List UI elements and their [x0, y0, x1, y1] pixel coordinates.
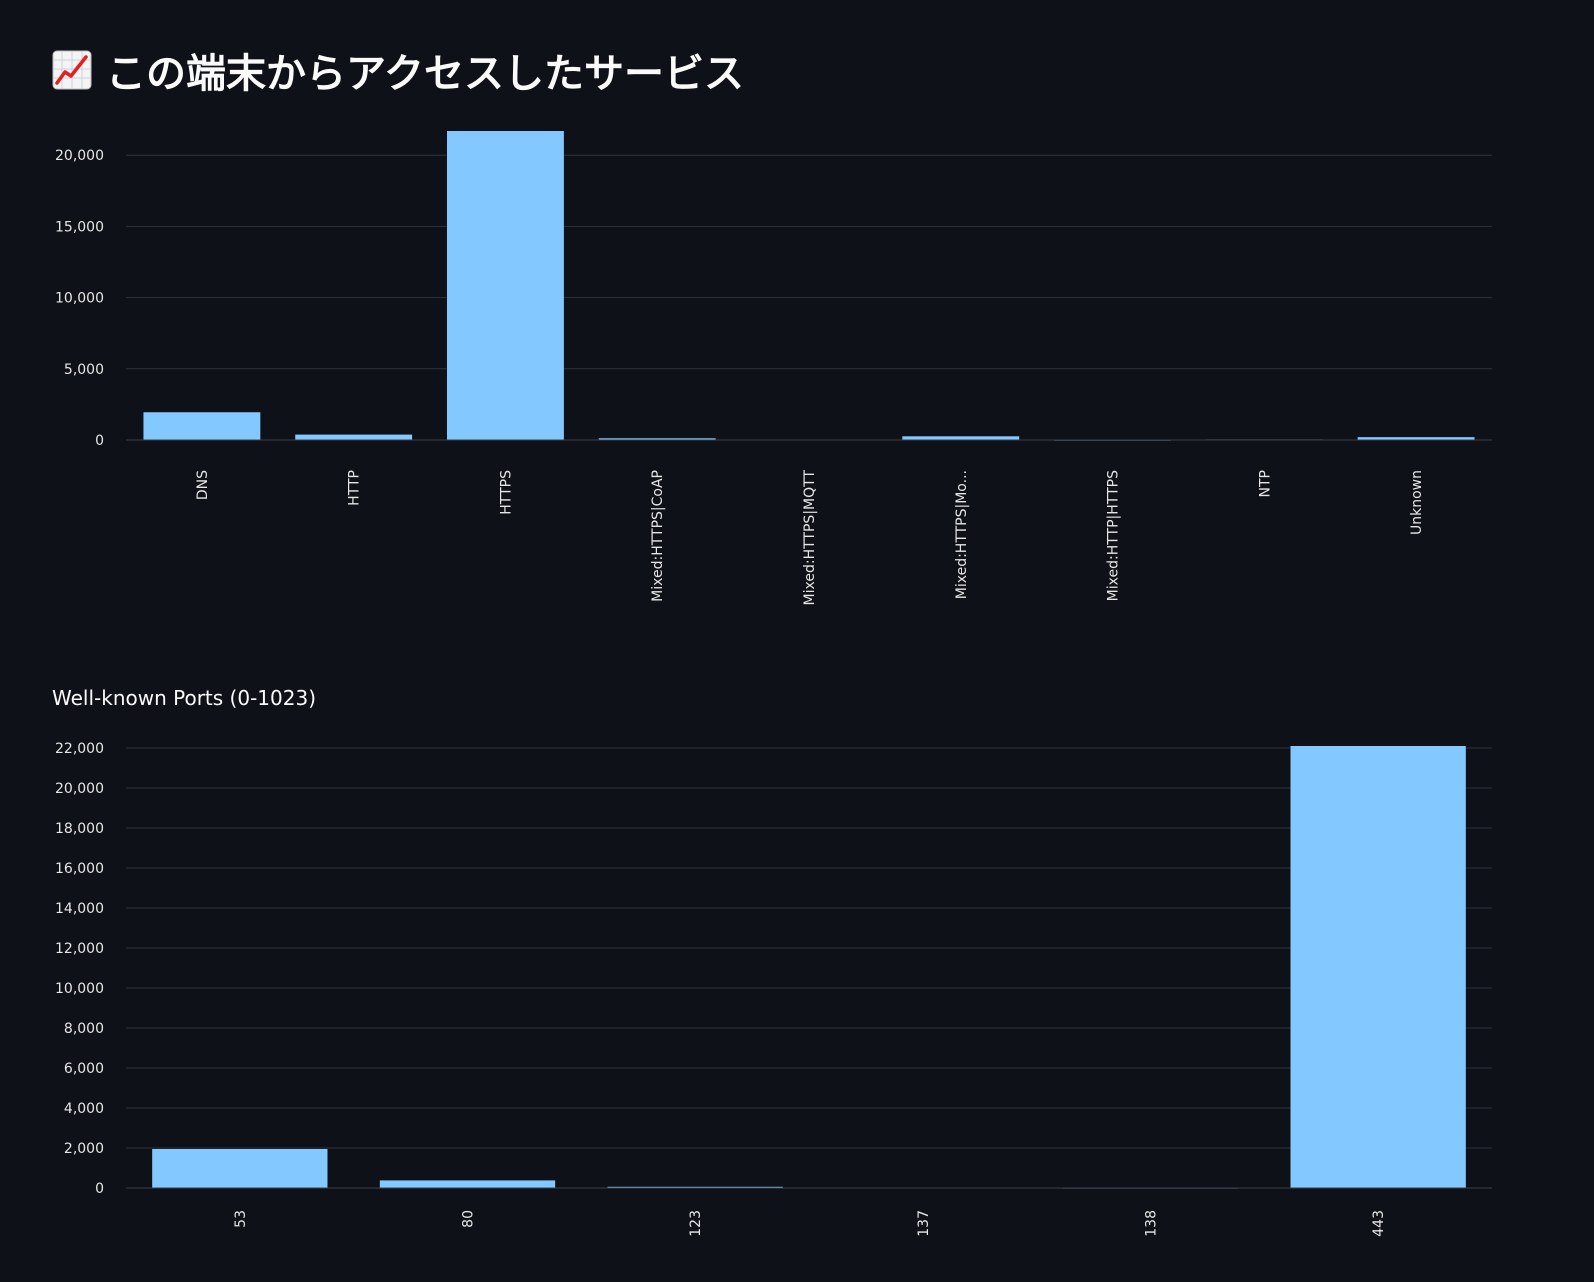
x-tick-label: 53 [233, 1210, 249, 1228]
bar[interactable] [1357, 437, 1475, 440]
y-tick-label: 18,000 [55, 821, 104, 837]
x-tick-label: 138 [1144, 1210, 1160, 1237]
bar[interactable] [379, 1180, 556, 1188]
x-tick-label: Mixed:HTTPS|MQTT [802, 470, 818, 606]
bar[interactable] [1290, 746, 1466, 1188]
y-tick-label: 12,000 [55, 941, 104, 957]
x-tick-label: HTTPS [498, 470, 514, 515]
services-bar-chart: 0 5,000 10,000 15,000 20,000 DNS HTTP HTTPS Mixe… [55, 131, 1492, 606]
x-tick-label: 443 [1371, 1210, 1387, 1237]
x-tick-label: 80 [461, 1210, 477, 1228]
x-tick-label: 137 [916, 1210, 932, 1237]
x-tick-label: 123 [688, 1210, 704, 1237]
y-tick-label: 0 [95, 433, 104, 449]
y-tick-label: 4,000 [64, 1101, 104, 1117]
y-tick-label: 15,000 [55, 219, 104, 235]
bar[interactable] [143, 412, 261, 440]
y-tick-label: 16,000 [55, 861, 104, 877]
x-tick-label: DNS [195, 470, 211, 500]
y-tick-label: 20,000 [55, 148, 104, 164]
y-tick-label: 10,000 [55, 981, 104, 997]
ports-chart-title: Well-known Ports (0-1023) [52, 686, 316, 710]
well-known-ports-bar-chart: 0 2,000 4,000 6,000 8,000 10,000 12,000 14,000 1… [55, 741, 1492, 1237]
y-tick-label: 22,000 [55, 741, 104, 757]
bar[interactable] [607, 1186, 783, 1188]
bar[interactable] [447, 131, 564, 440]
y-tick-label: 2,000 [64, 1141, 104, 1157]
x-tick-label: Mixed:HTTPS|Mo... [954, 470, 970, 599]
bar[interactable] [152, 1149, 328, 1188]
y-tick-label: 6,000 [64, 1061, 104, 1077]
x-tick-label: HTTP [347, 470, 363, 506]
bar[interactable] [598, 438, 716, 440]
x-tick-label: NTP [1257, 470, 1273, 497]
page-title: この端末からアクセスしたサービス [52, 38, 744, 102]
y-tick-label: 0 [95, 1181, 104, 1197]
y-tick-label: 14,000 [55, 901, 104, 917]
x-tick-label: Mixed:HTTPS|CoAP [650, 470, 666, 602]
x-tick-label: Unknown [1409, 470, 1425, 535]
page-title-text: この端末からアクセスしたサービス [106, 51, 744, 97]
bar[interactable] [295, 434, 413, 440]
y-tick-label: 8,000 [64, 1021, 104, 1037]
y-tick-label: 5,000 [64, 362, 104, 378]
y-tick-label: 10,000 [55, 291, 104, 307]
x-tick-label: Mixed:HTTP|HTTPS [1106, 470, 1122, 601]
y-tick-label: 20,000 [55, 781, 104, 797]
chart-increasing-icon [52, 50, 92, 90]
bar[interactable] [902, 436, 1020, 440]
